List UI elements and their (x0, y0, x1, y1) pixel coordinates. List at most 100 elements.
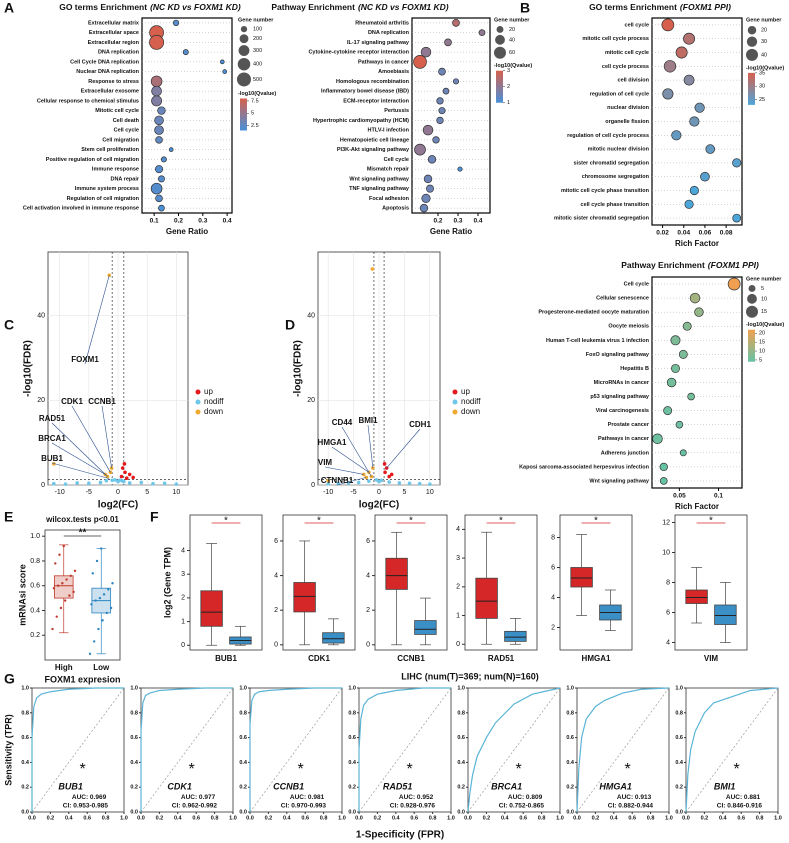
x-tick-label: 0.8 (756, 815, 764, 821)
box (322, 632, 345, 644)
label-leader (324, 466, 364, 475)
point (383, 470, 387, 475)
x-tick-label: -10 (323, 489, 333, 496)
y-tick-label: 0.6 (457, 735, 465, 741)
dot (679, 449, 687, 457)
dot (671, 363, 680, 373)
point (131, 475, 135, 480)
plot-frame (559, 514, 633, 651)
y-axis-label: -log10(FDR) (293, 340, 304, 397)
point (108, 470, 113, 475)
sig-label: * (409, 516, 413, 527)
category-label: TNF signaling pathway (349, 186, 410, 192)
category-label: Wnt signaling pathway (589, 478, 650, 484)
roc-curve (685, 687, 779, 813)
point (389, 472, 394, 477)
sig-label: * (499, 516, 503, 527)
y-tick-label: 4 (181, 547, 185, 554)
x-tick-label: 0.2 (433, 218, 442, 225)
title-text: Pathway Enrichment (621, 260, 705, 270)
plot-frame (189, 514, 263, 651)
gene-label: BUB1 (41, 454, 63, 463)
size-legend-label: 400 (253, 62, 262, 68)
category-label: Stem cell proliferation (81, 147, 139, 153)
point (326, 481, 330, 486)
x-tick-label: 0.8 (647, 815, 655, 821)
gene-name: BUB1 (215, 654, 237, 663)
point (88, 652, 92, 656)
color-tick-label: 1 (507, 100, 510, 106)
size-legend-dot (238, 45, 250, 56)
dot (687, 392, 695, 401)
y-tick-label: 1 (181, 618, 185, 625)
y-tick-label: 0.2 (348, 785, 356, 791)
point (91, 572, 95, 575)
legend-label: down (461, 407, 480, 416)
category-label: Viral carcinogenesis (596, 408, 649, 414)
category-label: PI3K-Akt signaling pathway (337, 147, 410, 153)
dot (659, 477, 668, 485)
size-legend-dot (495, 34, 505, 45)
category-label: Cytokine-cytokine receptor interaction (308, 50, 409, 56)
dot (689, 116, 700, 127)
color-legend-title: -log10(Qvalue) (746, 65, 784, 71)
color-bar (748, 329, 755, 362)
x-tick-label: Low (93, 663, 110, 672)
point (75, 481, 79, 485)
x-tick-label: 0 (377, 489, 381, 496)
x-tick-label: 1.0 (665, 815, 673, 821)
category-label: Cell cycle (384, 157, 409, 163)
point (379, 478, 384, 483)
color-legend-title: -log10(Qvalue) (746, 322, 784, 328)
category-label: HTLV-I infection (368, 128, 410, 134)
box (200, 590, 223, 627)
category-label: Cell activation involved in immune respo… (23, 206, 139, 212)
point (120, 466, 125, 470)
gene-name: CDK1 (167, 782, 192, 792)
x-tick-label: 5 (402, 489, 406, 496)
point (61, 582, 64, 585)
point (361, 472, 366, 477)
dot (727, 277, 741, 291)
dot (452, 19, 460, 27)
category-label: Cell death (113, 118, 140, 124)
gene-name: HMGA1 (599, 782, 632, 792)
dot (436, 116, 444, 125)
point (124, 476, 129, 481)
x-tick-label: 0.6 (628, 815, 636, 821)
box (685, 589, 708, 604)
y-tick-label: 0.4 (21, 760, 30, 766)
dot (420, 46, 432, 58)
dot (158, 204, 165, 212)
category-label: Cell migration (102, 137, 139, 143)
point (356, 480, 361, 485)
gene-label: CDH1 (409, 420, 431, 429)
category-label: Immune system process (75, 186, 139, 192)
y-axis-label: mRNAsi score (17, 564, 27, 626)
point (87, 481, 91, 486)
y-tick-label: 6 (366, 538, 370, 545)
color-tick-label: 7.5 (251, 98, 259, 104)
category-label: cell cycle process (602, 64, 649, 70)
label-leader (51, 442, 106, 475)
x-tick-label: 0.8 (102, 815, 110, 821)
y-tick-label: 0 (366, 642, 370, 649)
gene-label: CD44 (332, 418, 353, 427)
point (62, 544, 65, 548)
category-label: Mismatch repair (367, 167, 410, 173)
size-legend-dot (746, 36, 758, 47)
category-label: Hematopoietic cell lineage (340, 137, 409, 143)
dot (675, 420, 684, 429)
x-tick-label: 0.8 (320, 815, 328, 821)
category-label: Positive regulation of cell migration (46, 157, 140, 163)
box (293, 582, 316, 613)
label-leader (331, 446, 370, 473)
x-tick-label: 5 (145, 489, 149, 496)
y-tick-label: 0.6 (239, 735, 247, 741)
dot (662, 88, 674, 100)
point (122, 479, 126, 484)
dot (414, 143, 426, 156)
category-label: Hepatitis B (620, 366, 649, 372)
y-tick-label: 0.0 (130, 809, 138, 815)
dot (432, 136, 440, 144)
